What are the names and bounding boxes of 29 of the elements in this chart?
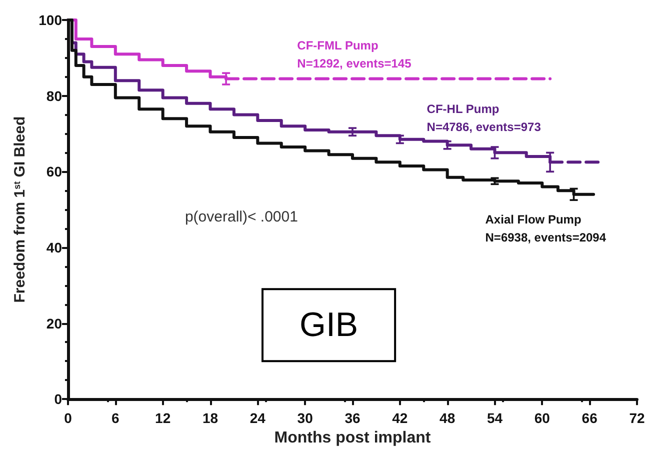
y-tick-label: 40	[46, 239, 62, 256]
x-tick-label: 60	[534, 410, 550, 426]
annotation: p(overall)< .0001	[184, 208, 298, 226]
y-tick-label: 100	[38, 12, 62, 28]
series-label: Axial Flow Pump	[485, 212, 582, 227]
y-tick-label: 80	[46, 88, 62, 104]
x-tick-label: 18	[202, 410, 218, 426]
x-tick-label: 66	[582, 410, 598, 426]
x-tick-label: 6	[112, 410, 120, 426]
x-tick-label: 48	[440, 410, 456, 426]
x-tick-label: 36	[344, 410, 360, 426]
x-tick-label: 12	[155, 410, 171, 426]
x-tick-label: 54	[486, 410, 503, 426]
x-tick-label: 72	[629, 410, 645, 426]
y-tick-label: 0	[54, 391, 62, 408]
x-axis-title: Months post implant	[274, 430, 432, 446]
x-tick-label: 24	[250, 410, 266, 426]
series-label: CF-HL Pump	[426, 102, 500, 116]
annotation: N=6938, events=2094	[485, 230, 606, 245]
annotation: N=4786, events=973	[426, 120, 542, 134]
y-tick-label: 20	[46, 315, 62, 332]
text: CF-FML Pump	[297, 38, 378, 53]
x-tick-label: 0	[64, 410, 72, 426]
x-tick-label: 42	[392, 410, 408, 426]
x-tick-label: 30	[297, 410, 314, 426]
y-tick-label: 60	[46, 164, 62, 180]
y-axis-title: Freedom from 1st GI Bleed	[12, 116, 29, 303]
annotation: GIB	[300, 306, 358, 344]
annotation: N=1292, events=145	[297, 56, 412, 71]
